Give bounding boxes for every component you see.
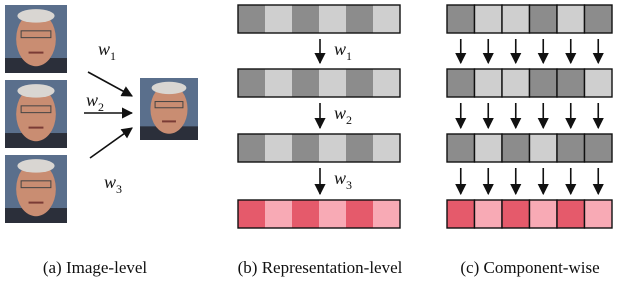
vector-cell bbox=[238, 200, 265, 228]
panel-caption: (a) Image-level bbox=[43, 258, 148, 277]
weight-subscript: 1 bbox=[346, 49, 352, 63]
component-cell bbox=[475, 134, 503, 162]
face-hair bbox=[17, 84, 54, 98]
vector-cell bbox=[373, 69, 400, 97]
weight-symbol: w bbox=[334, 168, 346, 188]
weight-label: w1 bbox=[334, 39, 352, 63]
panel-caption: (b) Representation-level bbox=[238, 258, 403, 277]
component-cell bbox=[585, 134, 613, 162]
component-cell bbox=[502, 5, 530, 33]
component-cell bbox=[447, 5, 475, 33]
vector-cell bbox=[238, 134, 265, 162]
weight-symbol: w bbox=[104, 172, 116, 192]
vector-cell bbox=[346, 200, 373, 228]
weight-subscript: 3 bbox=[346, 178, 352, 192]
face-hair bbox=[17, 159, 54, 173]
vector-cell bbox=[292, 134, 319, 162]
vector-cell bbox=[373, 5, 400, 33]
component-cell bbox=[475, 5, 503, 33]
weight-label: w2 bbox=[334, 103, 352, 127]
component-cell bbox=[447, 200, 475, 228]
component-cell bbox=[475, 200, 503, 228]
vector-cell bbox=[319, 5, 346, 33]
component-cell bbox=[530, 69, 558, 97]
vector-cell bbox=[319, 69, 346, 97]
weight-label: w1 bbox=[98, 39, 116, 63]
face-hair bbox=[152, 82, 187, 94]
component-cell bbox=[475, 69, 503, 97]
vector-cell bbox=[346, 69, 373, 97]
weight-symbol: w bbox=[334, 103, 346, 123]
vector-cell bbox=[238, 5, 265, 33]
panel-caption: (c) Component-wise bbox=[460, 258, 599, 277]
weight-symbol: w bbox=[98, 39, 110, 59]
vector-cell bbox=[373, 200, 400, 228]
component-cell bbox=[502, 69, 530, 97]
component-cell bbox=[585, 200, 613, 228]
component-cell bbox=[585, 5, 613, 33]
component-cell bbox=[557, 69, 585, 97]
weight-symbol: w bbox=[334, 39, 346, 59]
weight-subscript: 1 bbox=[110, 49, 116, 63]
component-cell bbox=[557, 134, 585, 162]
component-cell bbox=[585, 69, 613, 97]
component-cell bbox=[530, 200, 558, 228]
figure: w1w2w3w1w2w3(a) Image-level(b) Represent… bbox=[0, 0, 634, 282]
arrow bbox=[90, 128, 132, 158]
weight-subscript: 2 bbox=[98, 100, 104, 114]
face-image bbox=[5, 80, 67, 148]
component-cell bbox=[502, 200, 530, 228]
component-cell bbox=[557, 200, 585, 228]
weight-symbol: w bbox=[86, 90, 98, 110]
vector-cell bbox=[373, 134, 400, 162]
component-cell bbox=[530, 134, 558, 162]
component-cell bbox=[557, 5, 585, 33]
weight-subscript: 2 bbox=[346, 113, 352, 127]
vector-cell bbox=[292, 69, 319, 97]
weight-label: w3 bbox=[334, 168, 352, 192]
component-cell bbox=[447, 134, 475, 162]
vector-cell bbox=[238, 69, 265, 97]
weight-label: w3 bbox=[104, 172, 122, 196]
vector-cell bbox=[346, 134, 373, 162]
weight-subscript: 3 bbox=[116, 182, 122, 196]
weight-label: w2 bbox=[86, 90, 104, 114]
vector-cell bbox=[265, 200, 292, 228]
vector-cell bbox=[292, 5, 319, 33]
vector-cell bbox=[265, 5, 292, 33]
face-image bbox=[5, 155, 67, 223]
vector-cell bbox=[265, 134, 292, 162]
vector-cell bbox=[292, 200, 319, 228]
component-cell bbox=[447, 69, 475, 97]
vector-cell bbox=[319, 134, 346, 162]
vector-cell bbox=[346, 5, 373, 33]
vector-cell bbox=[319, 200, 346, 228]
face-image bbox=[5, 5, 67, 73]
face-image bbox=[140, 78, 198, 140]
component-cell bbox=[530, 5, 558, 33]
component-cell bbox=[502, 134, 530, 162]
vector-cell bbox=[265, 69, 292, 97]
face-hair bbox=[17, 9, 54, 23]
